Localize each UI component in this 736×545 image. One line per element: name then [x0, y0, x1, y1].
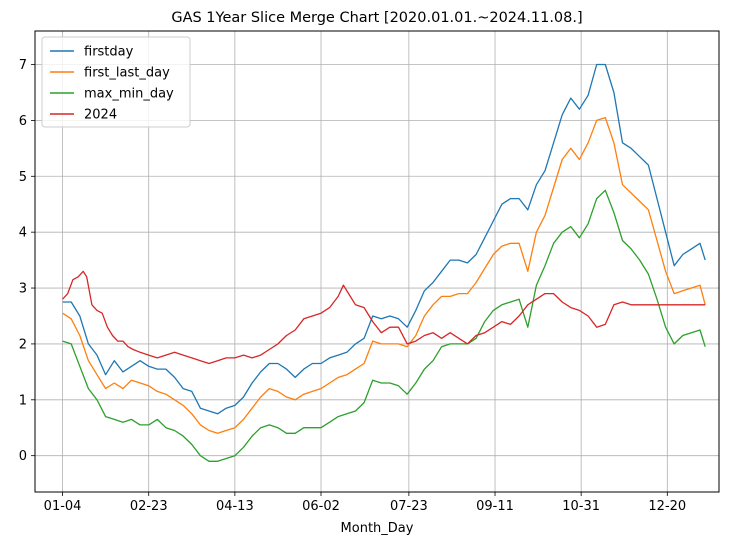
series-line-max-min-day [62, 189, 706, 462]
x-tick-label: 10-31 [562, 499, 600, 514]
legend-label-first-last-day: first_last_day [84, 66, 170, 81]
y-tick-label: 3 [19, 282, 27, 297]
series-line-2024 [62, 270, 706, 365]
legend-label-max-min-day: max_min_day [84, 87, 174, 102]
x-tick-label: 09-11 [476, 499, 514, 514]
x-axis-label: Month_Day [341, 521, 414, 536]
y-tick-label: 2 [19, 337, 27, 352]
axis-ticks: 0 1 2 3 4 5 6 7 01-04 02-23 04-13 06-02 07-23 09-11 10… [19, 58, 686, 514]
y-tick-label: 4 [19, 226, 27, 241]
x-tick-label: 06-02 [302, 499, 340, 514]
y-tick-label: 5 [19, 170, 27, 185]
y-tick-label: 0 [19, 449, 27, 464]
legend-label-firstday: firstday [84, 45, 134, 60]
x-tick-label: 01-04 [44, 499, 82, 514]
y-tick-label: 7 [19, 58, 27, 73]
legend-label-2024: 2024 [84, 108, 117, 123]
x-tick-label: 04-13 [216, 499, 254, 514]
plot-area-frame [34, 30, 720, 493]
chart-title: GAS 1Year Slice Merge Chart [2020.01.01.… [171, 10, 582, 26]
x-tick-label: 02-23 [130, 499, 168, 514]
series-line-first-last-day [62, 116, 706, 434]
y-tick-label: 1 [19, 393, 27, 408]
legend-box [41, 36, 191, 128]
y-tick-label: 6 [19, 114, 27, 129]
x-tick-label: 07-23 [390, 499, 428, 514]
series-line-firstday [62, 63, 706, 415]
legend: firstday first_last_day max_min_day 2024 [41, 36, 191, 128]
plot-series [62, 63, 706, 462]
x-tick-label: 12-20 [648, 499, 686, 514]
